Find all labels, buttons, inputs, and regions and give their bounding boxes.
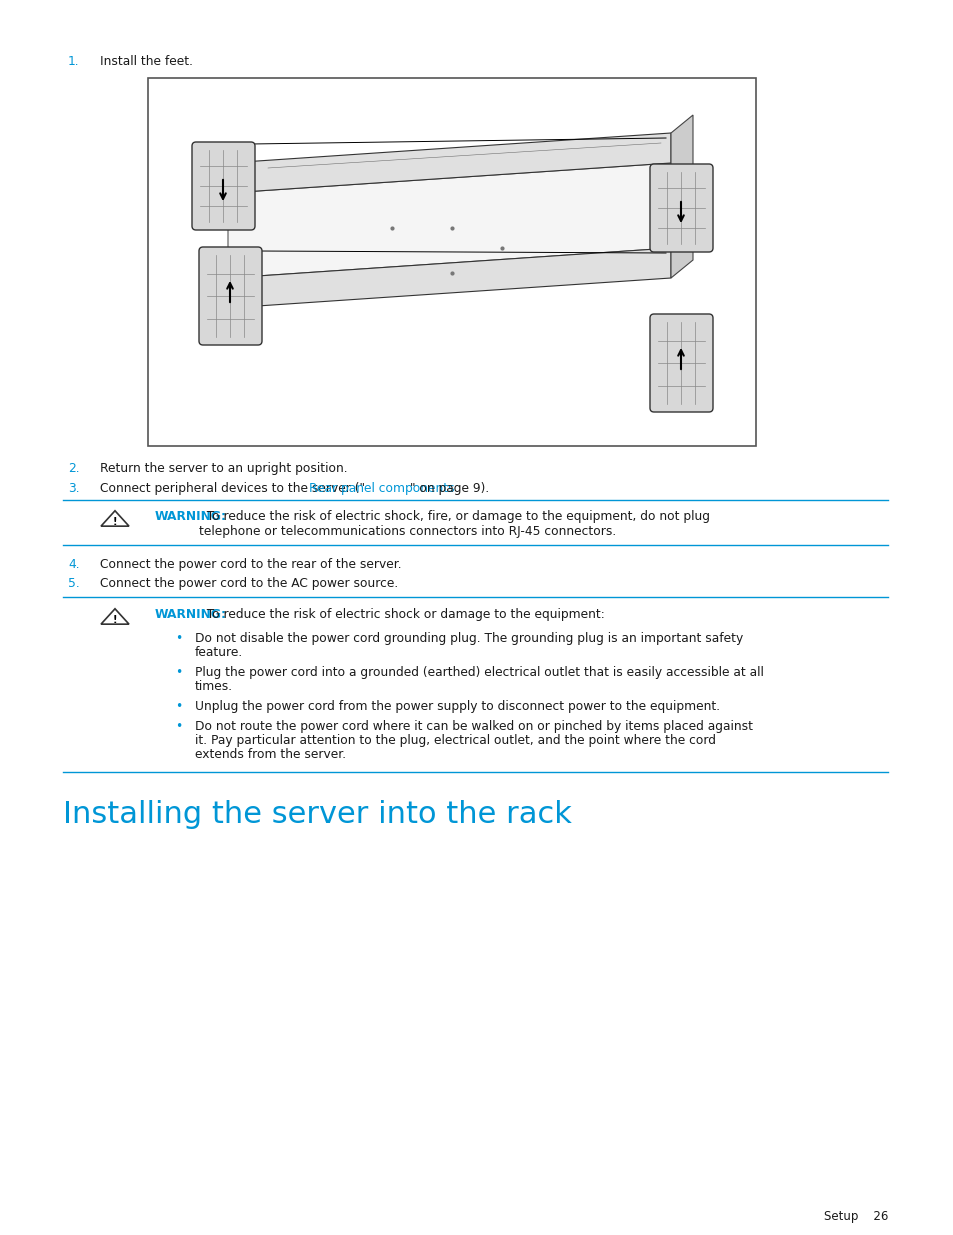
Text: Connect the power cord to the AC power source.: Connect the power cord to the AC power s… [100, 577, 397, 590]
Text: WARNING:: WARNING: [154, 510, 227, 522]
Text: 3.: 3. [68, 482, 79, 495]
Polygon shape [228, 248, 670, 308]
Polygon shape [228, 133, 670, 193]
Text: 1.: 1. [68, 56, 79, 68]
Text: Connect peripheral devices to the server (": Connect peripheral devices to the server… [100, 482, 365, 495]
Text: •: • [174, 700, 182, 713]
Bar [148, 78, 755, 446]
Text: •: • [174, 632, 182, 645]
Polygon shape [228, 163, 670, 278]
FancyBboxPatch shape [199, 247, 262, 345]
FancyBboxPatch shape [192, 142, 254, 230]
Text: 2.: 2. [68, 462, 79, 475]
Text: !: ! [112, 517, 117, 527]
Polygon shape [670, 115, 692, 278]
Text: times.: times. [194, 680, 233, 693]
Text: it. Pay particular attention to the plug, electrical outlet, and the point where: it. Pay particular attention to the plug… [194, 734, 716, 747]
Text: To reduce the risk of electric shock, fire, or damage to the equipment, do not p: To reduce the risk of electric shock, fi… [199, 510, 709, 538]
Text: •: • [174, 666, 182, 679]
Text: Do not route the power cord where it can be walked on or pinched by items placed: Do not route the power cord where it can… [194, 720, 752, 734]
Text: Installing the server into the rack: Installing the server into the rack [63, 800, 571, 829]
FancyBboxPatch shape [649, 314, 712, 412]
Text: Plug the power cord into a grounded (earthed) electrical outlet that is easily a: Plug the power cord into a grounded (ear… [194, 666, 763, 679]
Text: !: ! [112, 615, 117, 625]
Text: To reduce the risk of electric shock or damage to the equipment:: To reduce the risk of electric shock or … [199, 608, 604, 621]
Text: WARNING:: WARNING: [154, 608, 227, 621]
Text: 5.: 5. [68, 577, 80, 590]
Text: 4.: 4. [68, 558, 79, 571]
Text: Connect the power cord to the rear of the server.: Connect the power cord to the rear of th… [100, 558, 401, 571]
Text: Install the feet.: Install the feet. [100, 56, 193, 68]
Text: " on page 9).: " on page 9). [410, 482, 489, 495]
Text: •: • [174, 720, 182, 734]
Polygon shape [101, 609, 129, 624]
Polygon shape [101, 511, 129, 526]
Text: Unplug the power cord from the power supply to disconnect power to the equipment: Unplug the power cord from the power sup… [194, 700, 720, 713]
Text: Return the server to an upright position.: Return the server to an upright position… [100, 462, 347, 475]
Text: Do not disable the power cord grounding plug. The grounding plug is an important: Do not disable the power cord grounding … [194, 632, 742, 645]
Text: extends from the server.: extends from the server. [194, 748, 346, 761]
Text: Rear panel components: Rear panel components [308, 482, 454, 495]
Text: feature.: feature. [194, 646, 243, 659]
FancyBboxPatch shape [649, 164, 712, 252]
Text: Setup    26: Setup 26 [822, 1210, 887, 1223]
